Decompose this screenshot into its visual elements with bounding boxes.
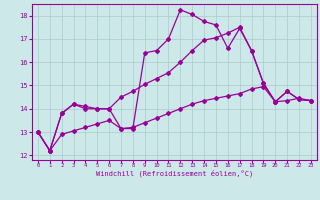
X-axis label: Windchill (Refroidissement éolien,°C): Windchill (Refroidissement éolien,°C) xyxy=(96,169,253,177)
